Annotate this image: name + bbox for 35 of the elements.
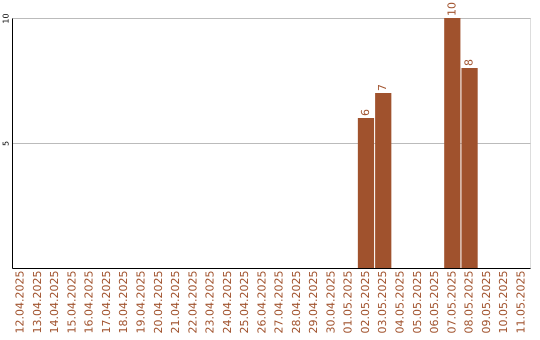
x-tick-label: 02.05.2025 — [358, 270, 372, 334]
x-tick-label: 03.05.2025 — [376, 270, 390, 334]
x-tick-label: 16.04.2025 — [82, 270, 96, 334]
x-tick-label: 06.05.2025 — [428, 270, 442, 334]
x-tick-label: 14.04.2025 — [48, 270, 62, 334]
x-tick-label: 23.04.2025 — [204, 270, 217, 334]
x-tick-label: 15.04.2025 — [65, 270, 78, 334]
x-tick-label: 05.05.2025 — [410, 270, 424, 334]
x-tick-label: 20.04.2025 — [152, 270, 165, 334]
x-tick-label: 22.04.2025 — [186, 270, 200, 334]
x-tick-label: 24.04.2025 — [220, 270, 234, 334]
x-tick-label: 11.05.2025 — [514, 270, 528, 334]
x-tick-label: 10.05.2025 — [497, 270, 510, 334]
x-tick-label: 17.04.2025 — [100, 270, 113, 334]
x-tick-label: 07.05.2025 — [445, 270, 458, 334]
x-tick-label: 25.04.2025 — [238, 270, 252, 334]
x-tick-label: 18.04.2025 — [117, 270, 130, 334]
x-tick-label: 26.04.2025 — [255, 270, 268, 334]
x-tick-label: 30.04.2025 — [324, 270, 338, 334]
x-tick-label: 28.04.2025 — [290, 270, 303, 334]
data-label: 7 — [376, 84, 390, 91]
x-tick-label: 04.05.2025 — [394, 270, 406, 334]
data-label: 10 — [445, 2, 458, 16]
x-tick-label: 08.05.2025 — [462, 270, 476, 334]
x-tick-label: 19.04.2025 — [134, 270, 148, 334]
x-tick-label: 01.05.2025 — [342, 270, 355, 334]
x-tick-label: 29.04.2025 — [307, 270, 320, 334]
x-tick-label: 09.05.2025 — [480, 270, 493, 334]
x-tick-label: 27.04.2025 — [272, 270, 286, 334]
y-tick-label: 5 — [2, 140, 10, 146]
data-label: 8 — [462, 59, 476, 66]
x-tick-label: 12.04.2025 — [14, 270, 27, 334]
x-tick-label: 13.04.2025 — [30, 270, 44, 334]
x-tick-label: 21.04.2025 — [169, 270, 182, 334]
data-label: 6 — [358, 109, 372, 116]
